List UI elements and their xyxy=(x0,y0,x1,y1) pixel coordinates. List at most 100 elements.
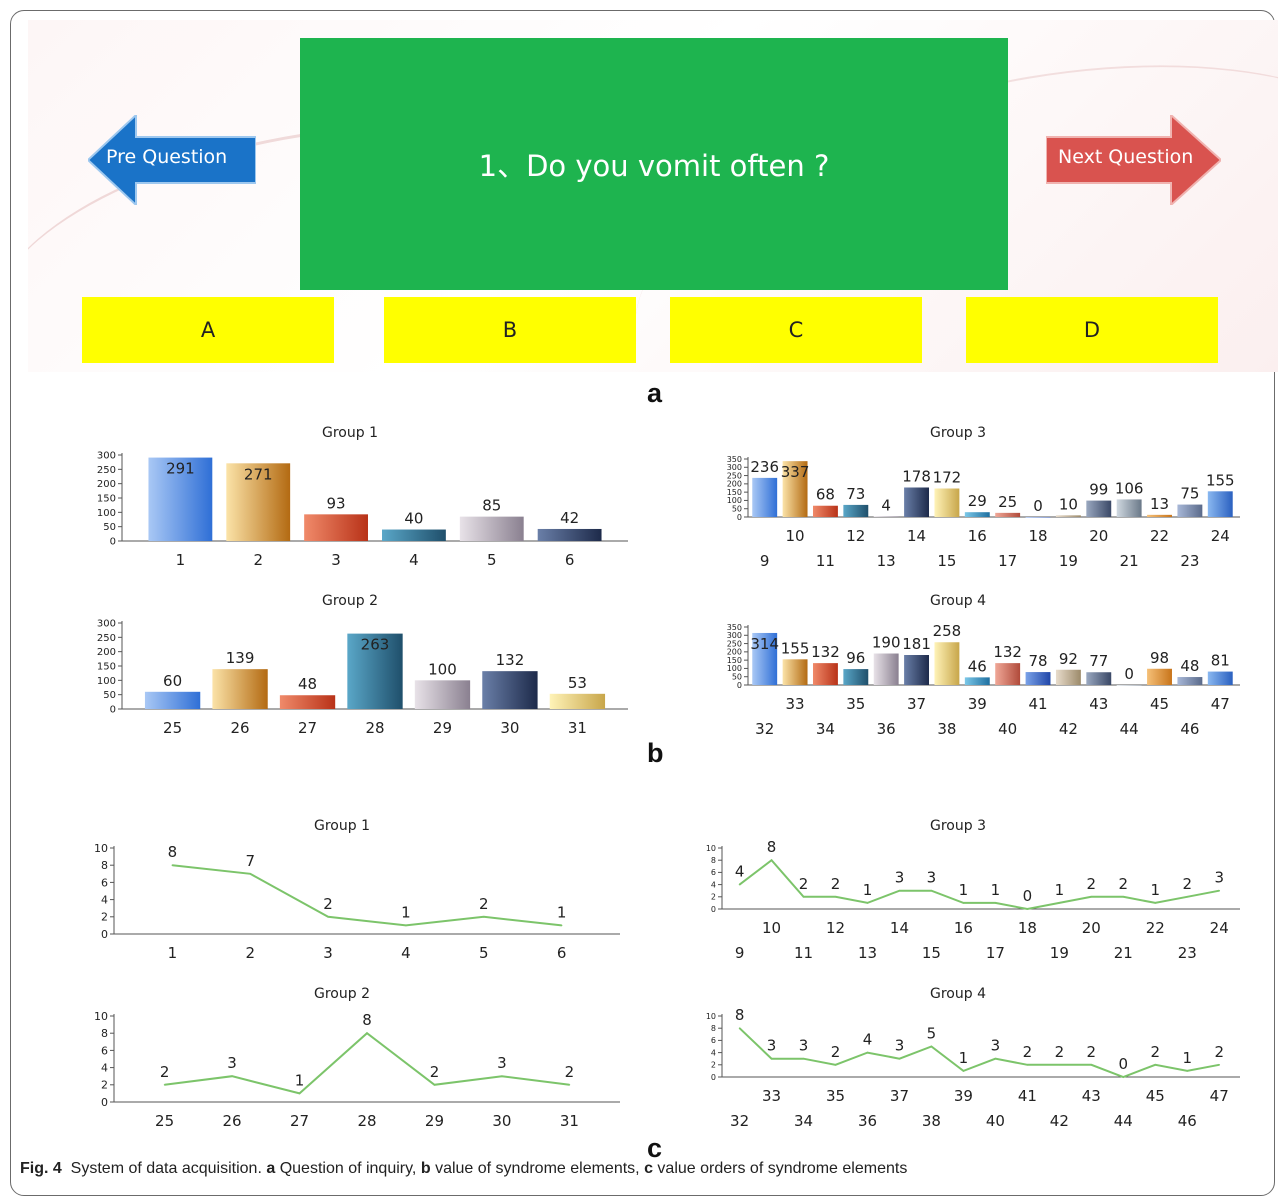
y-tick-label: 2 xyxy=(101,1079,108,1092)
x-tick-label: 15 xyxy=(922,944,941,962)
data-point xyxy=(1122,896,1125,898)
data-label: 92 xyxy=(1059,650,1078,668)
x-tick-label: 47 xyxy=(1211,695,1230,713)
option-c-button[interactable]: C xyxy=(670,297,922,363)
data-label: 2 xyxy=(799,875,809,893)
y-tick-label: 350 xyxy=(727,455,742,464)
x-tick-label: 44 xyxy=(1120,720,1139,738)
data-point xyxy=(501,1075,503,1077)
x-tick-label: 10 xyxy=(762,919,781,937)
data-label: 3 xyxy=(991,1037,1001,1055)
x-tick-label: 41 xyxy=(1018,1087,1037,1105)
data-point xyxy=(962,1070,965,1072)
caption-letter-b: b xyxy=(420,1160,431,1177)
x-tick-label: 26 xyxy=(231,719,250,737)
y-tick-label: 100 xyxy=(727,496,742,505)
bar xyxy=(1147,514,1172,517)
data-label: 1 xyxy=(1055,881,1065,899)
y-tick-label: 150 xyxy=(97,494,116,505)
data-point xyxy=(770,859,773,861)
x-tick-label: 31 xyxy=(568,719,587,737)
bar xyxy=(414,680,471,709)
data-label: 42 xyxy=(560,509,579,527)
option-a-button[interactable]: A xyxy=(82,297,334,363)
x-tick-label: 37 xyxy=(907,695,926,713)
data-label: 3 xyxy=(799,1037,809,1055)
next-question-button[interactable]: Next Question xyxy=(1046,115,1221,205)
x-tick-label: 11 xyxy=(816,552,835,570)
data-label: 236 xyxy=(750,458,779,476)
data-label: 8 xyxy=(362,1011,372,1029)
series-line xyxy=(164,1031,570,1095)
data-point xyxy=(802,1057,805,1060)
x-tick-label: 14 xyxy=(890,919,909,937)
data-label: 2 xyxy=(1119,875,1129,893)
data-label: 93 xyxy=(327,494,346,512)
bar-chart-group-4: Group 4050100150200250300350323334353637… xyxy=(727,593,1240,738)
y-tick-label: 250 xyxy=(727,471,742,480)
y-tick-label: 8 xyxy=(711,1024,716,1033)
panel-letter-a: a xyxy=(647,378,663,408)
x-tick-label: 42 xyxy=(1059,720,1078,738)
y-tick-label: 250 xyxy=(97,465,116,476)
bar xyxy=(144,691,201,709)
x-tick-label: 5 xyxy=(487,551,497,569)
data-label: 1 xyxy=(401,903,411,921)
y-tick-label: 10 xyxy=(94,1010,108,1023)
x-tick-label: 38 xyxy=(922,1112,941,1130)
x-tick-label: 13 xyxy=(877,552,896,570)
x-tick-label: 9 xyxy=(735,944,745,962)
x-tick-label: 35 xyxy=(846,695,865,713)
bar xyxy=(995,663,1021,685)
y-tick-label: 300 xyxy=(97,619,116,630)
chart-title: Group 3 xyxy=(930,425,986,441)
data-label: 132 xyxy=(496,651,525,669)
bar xyxy=(843,669,869,685)
option-b-button[interactable]: B xyxy=(384,297,636,363)
data-point xyxy=(171,864,174,866)
data-label: 2 xyxy=(1150,1043,1160,1061)
bar xyxy=(812,505,838,517)
y-tick-label: 0 xyxy=(711,1073,716,1082)
x-tick-label: 32 xyxy=(755,720,774,738)
data-label: 2 xyxy=(1055,1043,1065,1061)
bar xyxy=(1025,672,1051,685)
x-tick-label: 23 xyxy=(1180,552,1199,570)
bar xyxy=(1116,685,1142,686)
series-line xyxy=(738,1027,1220,1079)
caption-text: System of data acquisition. xyxy=(70,1160,262,1177)
pre-question-button[interactable]: Pre Question xyxy=(88,115,256,205)
data-point xyxy=(802,896,805,898)
chart-title: Group 2 xyxy=(322,593,378,609)
data-label: 99 xyxy=(1089,481,1108,499)
bar xyxy=(964,512,990,517)
x-tick-label: 13 xyxy=(858,944,877,962)
y-tick-label: 8 xyxy=(101,1027,108,1040)
data-point xyxy=(1090,1064,1093,1066)
chart-title: Group 3 xyxy=(930,818,986,834)
x-tick-label: 4 xyxy=(401,944,411,962)
data-label: 96 xyxy=(846,649,865,667)
y-tick-label: 200 xyxy=(97,479,116,490)
line-chart-group-4: Group 4024681032333435363738394041424344… xyxy=(706,986,1240,1130)
data-label: 29 xyxy=(968,492,987,510)
data-label: 2 xyxy=(565,1063,575,1081)
data-label: 2 xyxy=(831,1043,841,1061)
data-label: 3 xyxy=(1214,869,1224,887)
right-arrow-icon xyxy=(1046,115,1221,205)
x-tick-label: 31 xyxy=(560,1112,579,1130)
y-tick-label: 100 xyxy=(727,664,742,673)
x-tick-label: 20 xyxy=(1082,919,1101,937)
y-tick-label: 150 xyxy=(727,488,742,497)
option-d-button[interactable]: D xyxy=(966,297,1218,363)
y-tick-label: 300 xyxy=(727,631,742,640)
data-label: 172 xyxy=(933,468,962,486)
y-tick-label: 150 xyxy=(727,656,742,665)
bar xyxy=(1025,517,1051,518)
data-point xyxy=(568,1084,571,1086)
y-tick-label: 0 xyxy=(110,705,116,716)
bar xyxy=(482,671,538,709)
y-tick-label: 8 xyxy=(711,856,716,865)
y-tick-label: 8 xyxy=(101,859,108,872)
